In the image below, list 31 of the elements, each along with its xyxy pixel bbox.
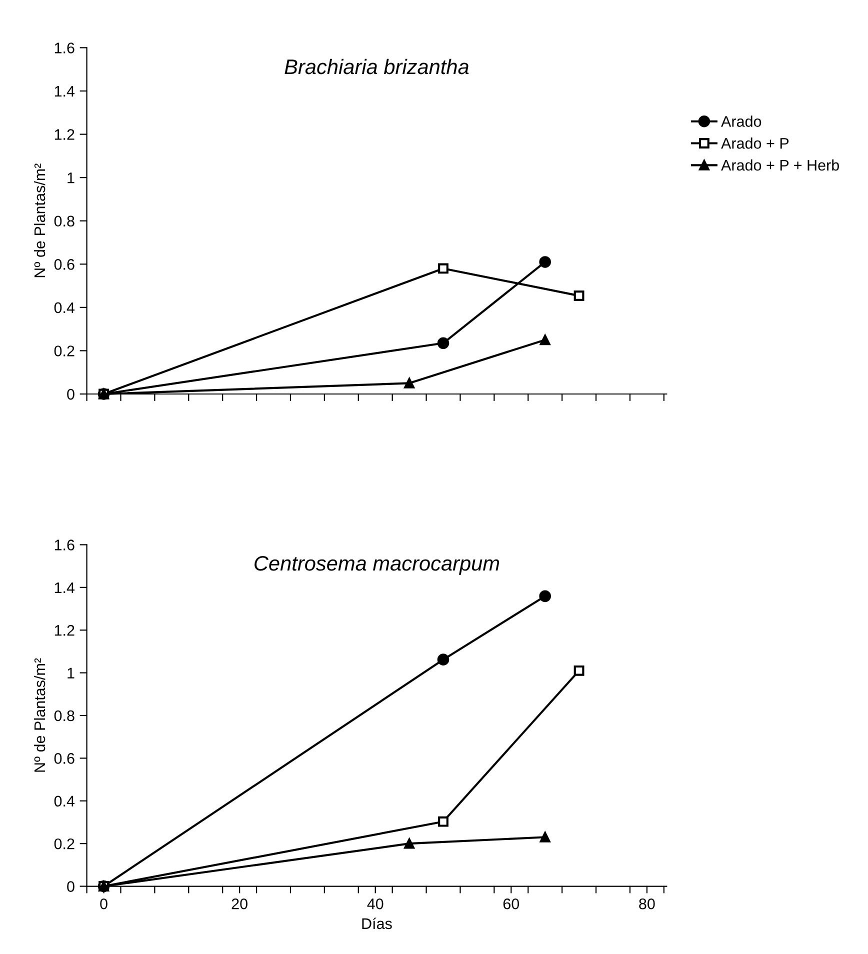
y-tick-label: 0.8 (54, 710, 74, 722)
y-tick-label: 0.4 (54, 302, 75, 314)
y-axis-title: Nº de Plantas/m² (34, 658, 46, 772)
chart-title: Centrosema macrocarpum (254, 556, 500, 575)
x-axis-title: Días (362, 918, 392, 930)
y-tick-label: 1.4 (54, 582, 75, 593)
x-tick-label: 60 (503, 898, 520, 910)
y-tick-label: 1.6 (54, 42, 74, 54)
y-tick-label: 1.4 (54, 86, 75, 97)
y-tick-label: 0.2 (54, 346, 74, 356)
y-tick-label: 0.6 (54, 259, 74, 270)
legend-label: Arado (721, 116, 762, 127)
y-tick-label: 1.2 (54, 129, 74, 140)
y-tick-label: 1 (68, 172, 74, 184)
y-axis-title: Nº de Plantas/m² (34, 164, 46, 278)
y-tick-label: 0.6 (54, 753, 74, 764)
x-tick-label: 80 (639, 898, 655, 910)
y-tick-label: 1.2 (54, 624, 74, 636)
legend-label: Arado + P (721, 138, 789, 149)
chart-title: Brachiaria brizantha (284, 58, 469, 74)
y-tick-label: 1.6 (54, 540, 74, 550)
x-tick-label: 20 (232, 898, 248, 910)
y-tick-label: 0.2 (54, 838, 74, 850)
y-tick-label: 0 (67, 881, 74, 892)
y-tick-label: 0.4 (54, 796, 75, 807)
legend-label: Arado + P + Herb (721, 159, 839, 171)
x-tick-label: 40 (367, 898, 384, 910)
y-tick-label: 0 (67, 388, 74, 400)
x-tick-label: 0 (100, 898, 108, 910)
y-tick-label: 0.8 (54, 216, 74, 227)
y-tick-label: 1 (68, 668, 74, 678)
